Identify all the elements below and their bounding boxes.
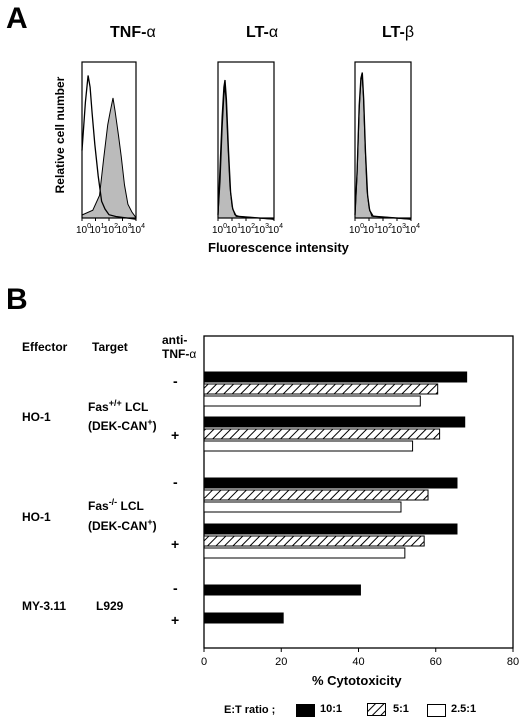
bar-10-1-group-2 [203,416,466,428]
bar-5-1-group-2 [203,428,441,440]
bar-10-1-group-1 [203,371,468,383]
bar-chart-xlabel: % Cytotoxicity [312,673,402,688]
histogram-1-tick-label: 104 [268,223,283,236]
bar-10-1-group-4 [203,523,458,535]
histogram-2-tick-label: 101 [363,223,378,236]
effector-label-row2: HO-1 [22,510,51,524]
bar-10-1-group-3 [203,477,458,489]
sign-row3: - [173,474,178,490]
histogram-1-tick-label: 101 [226,223,241,236]
histogram-0-filled-series [81,97,137,219]
sign-row6: + [171,612,180,628]
target-label-row3: L929 [96,599,124,613]
bar-10-1-group-6 [203,612,284,624]
effector-label-row3: MY-3.11 [22,599,67,613]
legend-swatch-5-1 [367,703,386,716]
histogram-1-tick-label: 102 [240,223,255,236]
cytotoxicity-bar-chart: 0 20 40 60 80 [201,335,519,668]
sign-row1: - [173,373,178,389]
sign-row5: - [173,580,178,596]
histogram-title-tnf-alpha: TNF-α [110,24,156,41]
bar-2-5-1-group-2 [203,440,414,452]
header-effector: Effector [22,340,68,354]
target-label-row2: Fas-/- LCL [88,497,144,513]
header-target: Target [92,340,128,354]
histogram-2-outline-series [354,72,412,220]
histogram-2-tick-label: 100 [349,223,364,236]
panel-b-letter: B [6,283,28,316]
legend-text-5-1: 5:1 [393,703,409,715]
bar-2-5-1-group-1 [203,395,421,407]
panel-a-letter: A [6,2,28,35]
histogram-2-tick-label: 104 [405,223,420,236]
histogram-2-tick-label: 102 [377,223,392,236]
legend-text-10-1: 10:1 [320,703,343,715]
bar-5-1-group-3 [203,489,429,501]
histogram-0-outline-series [81,75,137,220]
legend-text-2-5-1: 2.5:1 [451,703,477,715]
histogram-1-outline-series [217,79,275,220]
histogram-1-tick-label: 100 [212,223,227,236]
header-anti: anti- [162,333,188,347]
legend-label: E:T ratio ; [224,704,276,716]
header-tnf-alpha: TNF-α [162,347,197,361]
bar-2-5-1-group-4 [203,547,406,559]
bar-chart-tick-label: 40 [352,656,364,668]
bar-chart-tick-label: 80 [507,656,519,668]
bar-2-5-1-group-3 [203,501,402,513]
histogram-0-tick-label: 104 [130,223,145,236]
target-sublabel-row1: (DEK-CAN+) [88,417,157,433]
bar-10-1-group-5 [203,584,361,596]
target-sublabel-row2: (DEK-CAN+) [88,517,157,533]
legend-swatch-2-5-1 [427,704,446,717]
histogram-title-lt-alpha: LT-α [246,24,279,41]
legend-swatch-10-1 [296,704,315,717]
bar-5-1-group-4 [203,535,425,547]
effector-label-row1: HO-1 [22,410,51,424]
histogram-xlabel: Fluorescence intensity [208,240,349,255]
bar-5-1-group-1 [203,383,439,395]
histogram-title-lt-beta: LT-β [382,24,415,41]
bar-chart-tick-label: 60 [430,656,442,668]
histogram-1-tick-label: 103 [254,223,269,236]
sign-row2: + [171,427,180,443]
target-label-row1: Fas+/+ LCL [88,398,149,414]
bar-chart-tick-label: 0 [201,656,207,668]
histogram-2-tick-label: 103 [391,223,406,236]
sign-row4: + [171,536,180,552]
bar-chart-tick-label: 20 [275,656,287,668]
